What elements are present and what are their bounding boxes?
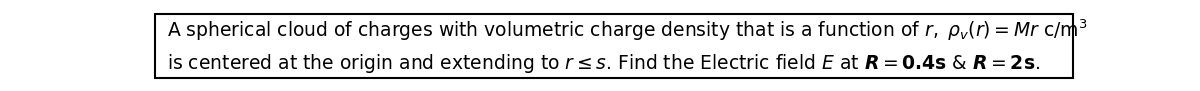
Text: A spherical cloud of charges with volumetric charge density that is a function o: A spherical cloud of charges with volume… [167,18,1087,43]
FancyBboxPatch shape [155,14,1074,78]
Text: is centered at the origin and extending to $\mathit{r \leq s}$. Find the Electri: is centered at the origin and extending … [167,52,1040,75]
